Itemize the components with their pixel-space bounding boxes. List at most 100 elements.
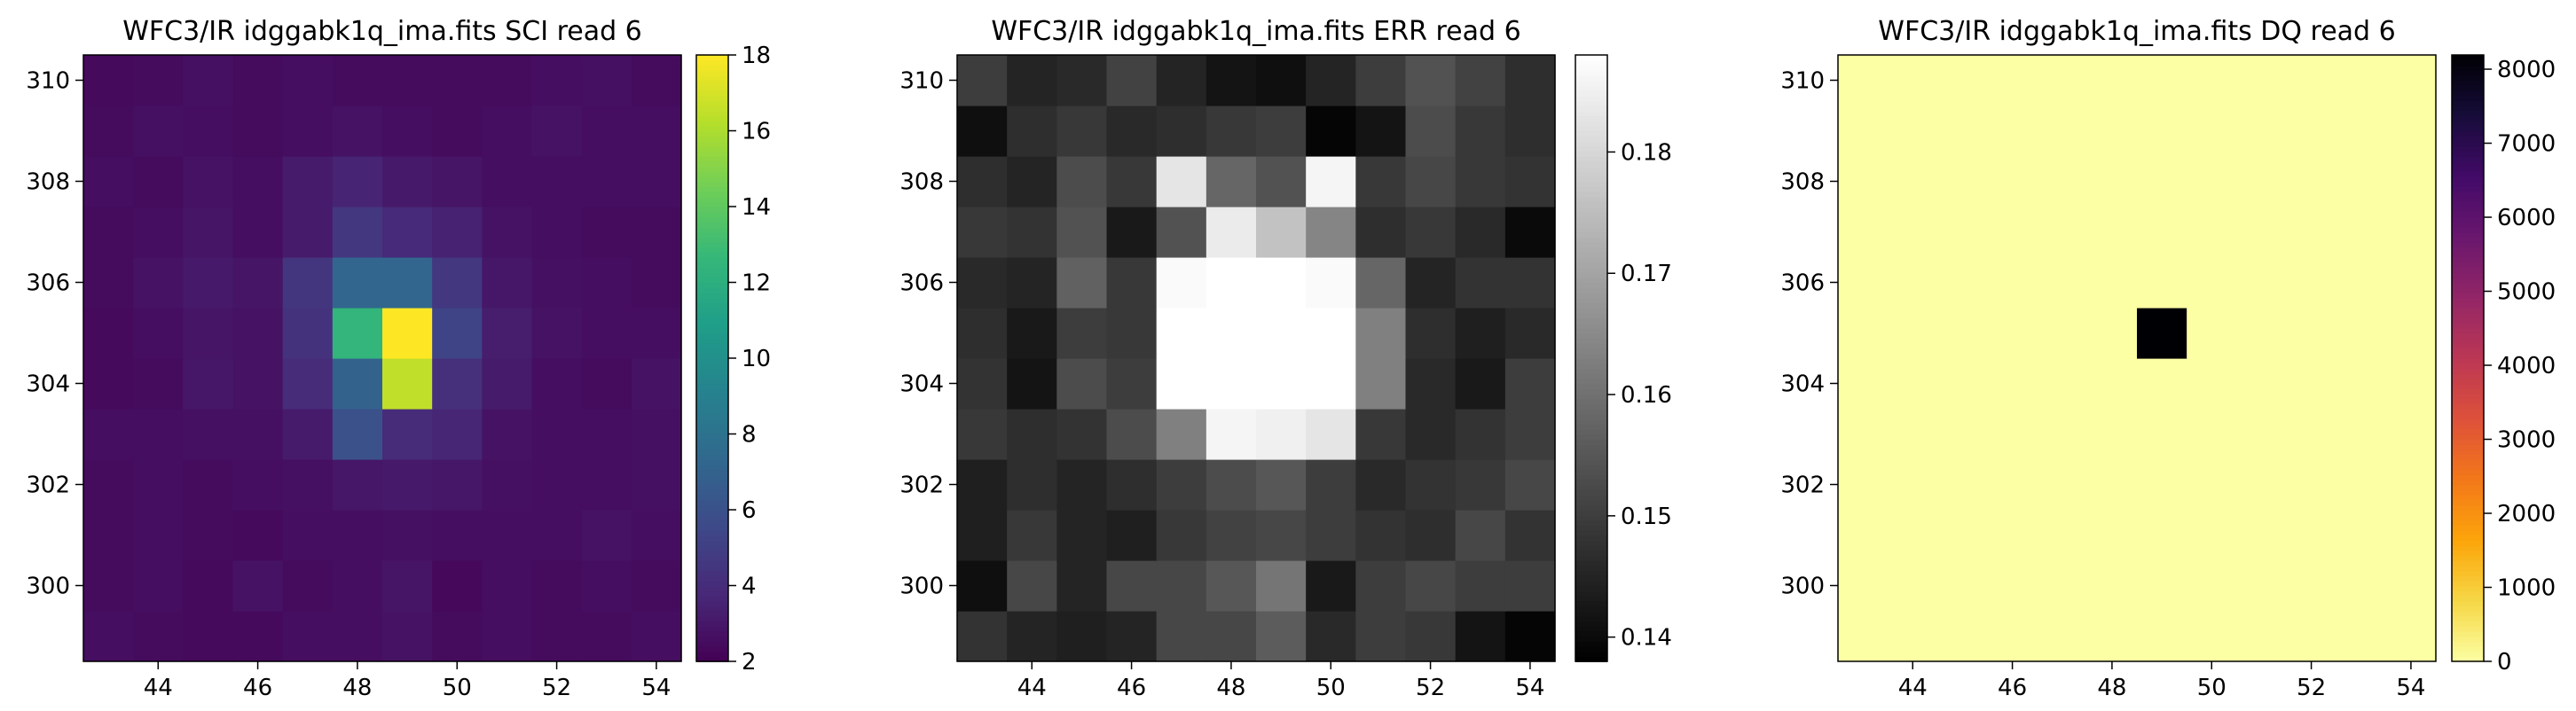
heatmap-cell xyxy=(1206,105,1257,157)
colorbar-segment xyxy=(1575,156,1607,162)
heatmap-cell xyxy=(2037,55,2088,106)
colorbar-segment xyxy=(2452,454,2484,460)
colorbar-segment xyxy=(1575,191,1607,198)
colorbar-segment xyxy=(696,494,728,501)
heatmap-cell xyxy=(1405,510,1457,561)
y-tick-label: 300 xyxy=(26,574,70,600)
heatmap-cell xyxy=(183,409,234,460)
colorbar-segment xyxy=(2452,327,2484,334)
colorbar-segment xyxy=(696,181,728,187)
heatmap-cell xyxy=(232,459,284,511)
colorbar-segment xyxy=(1575,292,1607,299)
colorbar-tick-label: 0.14 xyxy=(1621,625,1672,652)
colorbar-segment xyxy=(696,575,728,582)
colorbar-segment xyxy=(1575,529,1607,536)
colorbar-segment xyxy=(696,327,728,334)
colorbar-segment xyxy=(1575,424,1607,430)
heatmap-cell xyxy=(183,459,234,511)
colorbar-segment xyxy=(2452,90,2484,97)
colorbar-segment xyxy=(2452,272,2484,278)
colorbar-segment xyxy=(1575,398,1607,405)
colorbar-segment xyxy=(2452,494,2484,501)
heatmap-cell xyxy=(631,358,682,410)
heatmap-cell xyxy=(581,510,632,561)
x-axis: 44 46 48 50 52 54 xyxy=(1898,661,2425,701)
heatmap-cell xyxy=(332,257,383,309)
colorbar: 0 1000 2000 3000 4000 5000 6000 7000 8000 xyxy=(2451,54,2556,676)
colorbar-tick-label: 1000 xyxy=(2497,575,2556,602)
heatmap-cell xyxy=(1056,156,1108,207)
heatmap-cell xyxy=(957,55,1008,106)
heatmap-cell xyxy=(183,308,234,359)
colorbar-segment xyxy=(2452,630,2484,637)
colorbar-segment xyxy=(696,611,728,617)
colorbar-segment xyxy=(1575,489,1607,496)
colorbar-segment xyxy=(696,641,728,647)
colorbar-segment xyxy=(2452,151,2484,157)
colorbar-segment xyxy=(696,529,728,536)
colorbar-segment xyxy=(2452,222,2484,228)
colorbar-segment xyxy=(696,196,728,203)
heatmap-cell xyxy=(1937,459,1989,511)
heatmap-cell xyxy=(1156,409,1207,460)
x-tick-label: 54 xyxy=(641,675,671,701)
heatmap-cell xyxy=(1838,510,1889,561)
heatmap-cell xyxy=(1355,510,1407,561)
heatmap-cell xyxy=(1256,308,1307,359)
heatmap-cell xyxy=(2236,510,2288,561)
heatmap-cell xyxy=(2336,156,2387,207)
colorbar-segment xyxy=(696,226,728,233)
colorbar-segment xyxy=(2452,469,2484,475)
colorbar-segment xyxy=(1575,368,1607,374)
heatmap-cell xyxy=(2286,257,2337,309)
colorbar-segment xyxy=(1575,363,1607,370)
colorbar-segment xyxy=(1575,520,1607,526)
colorbar-segment xyxy=(696,489,728,496)
heatmap-cell xyxy=(382,207,433,258)
colorbar-segment xyxy=(1575,393,1607,400)
heatmap-cell xyxy=(2187,207,2237,258)
colorbar-segment xyxy=(696,282,728,288)
heatmap-cell xyxy=(2286,560,2337,612)
heatmap-cell xyxy=(1007,358,1057,410)
colorbar-segment xyxy=(1575,499,1607,506)
heatmap-cell xyxy=(133,308,184,359)
colorbar-segment xyxy=(1575,413,1607,420)
colorbar-segment xyxy=(1575,59,1607,66)
heatmap-cell xyxy=(2037,459,2088,511)
colorbar-segment xyxy=(1575,570,1607,576)
heatmap-cell xyxy=(2037,358,2088,410)
colorbar-segment xyxy=(696,287,728,293)
colorbar-segment xyxy=(2452,207,2484,213)
colorbar-tick-label: 10 xyxy=(742,346,771,372)
heatmap-cell xyxy=(2137,409,2187,460)
heatmap-cell xyxy=(2286,207,2337,258)
colorbar-segment xyxy=(2452,489,2484,496)
colorbar-segment xyxy=(696,302,728,309)
heatmap-cell xyxy=(1987,55,2038,106)
heatmap-cell xyxy=(1056,105,1108,157)
x-axis: 44 46 48 50 52 54 xyxy=(1017,661,1544,701)
colorbar-segment xyxy=(1575,95,1607,102)
colorbar-segment xyxy=(1575,459,1607,465)
heatmap-cell xyxy=(1888,207,1938,258)
heatmap-cell xyxy=(1056,257,1108,309)
heatmap-cell xyxy=(631,156,682,207)
heatmap-cell xyxy=(531,510,583,561)
colorbar-tick-label: 8 xyxy=(742,422,757,449)
heatmap-cell xyxy=(83,156,134,207)
heatmap-cell xyxy=(183,257,234,309)
colorbar-segment xyxy=(1575,246,1607,254)
heatmap-cell xyxy=(2286,510,2337,561)
colorbar-segment xyxy=(2452,626,2484,632)
heatmap-cell xyxy=(1256,257,1307,309)
heatmap-cell xyxy=(133,510,184,561)
heatmap-cell xyxy=(1504,459,1556,511)
heatmap-cell xyxy=(1504,55,1556,106)
heatmap-cell xyxy=(2286,308,2337,359)
colorbar-segment xyxy=(1575,186,1607,192)
heatmap-cell xyxy=(1405,207,1457,258)
heatmap-cell xyxy=(1256,358,1307,410)
colorbar-segment xyxy=(696,241,728,248)
heatmap-cell xyxy=(1838,105,1889,157)
